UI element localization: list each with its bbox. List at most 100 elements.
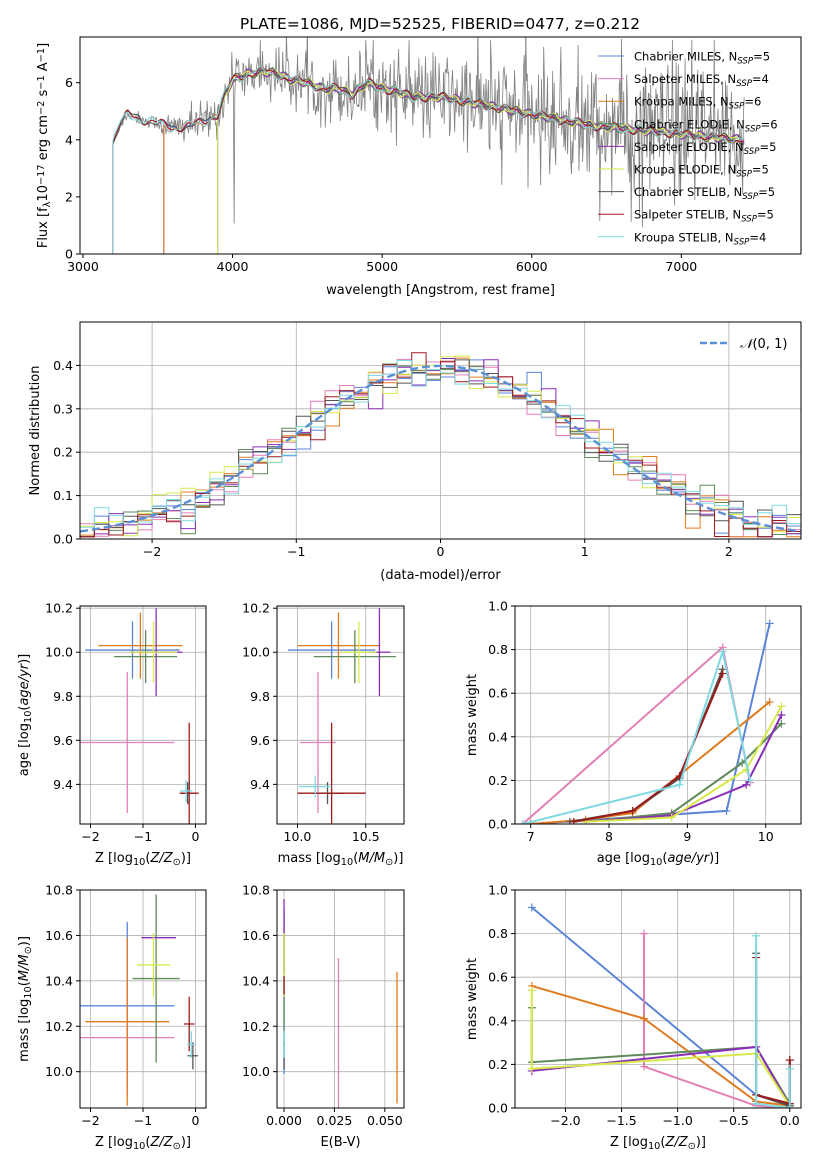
x-tick-label: 0: [192, 829, 200, 844]
x-tick-label: 0.025: [317, 1113, 353, 1128]
errorbar-kroupa-elodie: [129, 621, 178, 684]
model-spectrum-chabrier-stelib: [112, 67, 745, 254]
legend-label: Kroupa ELODIE, NSSP=5: [634, 163, 769, 180]
data-point-marker: [722, 806, 731, 815]
x-tick-label: 7000: [665, 259, 697, 274]
errorbar-kroupa-stelib: [298, 775, 332, 798]
errorbar-salpeter-miles: [80, 672, 175, 813]
y-tick-label: 0.8: [488, 642, 508, 657]
model-spectrum-salpeter-stelib: [112, 66, 745, 254]
errorbar-kroupa-stelib: [187, 1030, 196, 1059]
x-axis-label: wavelength [Angstrom, rest frame]: [326, 283, 555, 298]
series-line: [530, 623, 771, 824]
data-point-marker: [639, 929, 648, 938]
plot-area-weight_vs_Z: [527, 903, 794, 1108]
data-point-marker: [569, 817, 578, 824]
series-salpeter-miles: [518, 643, 755, 824]
y-tick-label: 10.2: [242, 1019, 270, 1034]
plot-area-spectrum: [112, 37, 745, 254]
series-line: [530, 1007, 791, 1105]
errorbar-kroupa-elodie: [136, 933, 171, 997]
errorbar-kroupa-miles: [297, 612, 380, 679]
spectrum-legend: Chabrier MILES, NSSP=5 Salpeter MILES, NS…: [598, 50, 778, 247]
errorbar-chabrier-elodie: [313, 630, 396, 684]
y-tick-label: 0.4: [53, 358, 73, 373]
errorbar-kroupa-miles: [98, 612, 183, 679]
y-tick-label: 0.3: [53, 401, 73, 416]
x-axis-label: age [log10(age/yr)]: [597, 851, 720, 868]
data-point-marker: [742, 765, 751, 774]
x-tick-label: 0.000: [266, 1113, 302, 1128]
y-tick-label: 10.2: [45, 1019, 73, 1034]
axes-age_vs_Z: −2 −1 0 9.4 9.6 9.8 10.0 10.2 Z [log10(Z/Z⊙)] age…: [17, 601, 207, 868]
x-tick-label: 0.0: [780, 1113, 800, 1128]
x-tick-label: −1: [287, 544, 305, 559]
data-point-marker: [785, 1056, 794, 1065]
data-point-marker: [667, 813, 676, 822]
plot-area-age_vs_Z: [80, 608, 199, 824]
x-tick-label: 4000: [217, 259, 249, 274]
y-tick-label: 10.0: [45, 645, 73, 660]
series-line: [530, 701, 771, 824]
data-point-marker: [777, 719, 786, 728]
data-point-marker: [785, 1064, 794, 1073]
series-kroupa-miles: [527, 981, 794, 1108]
errorbar-chabrier-stelib: [187, 1042, 199, 1070]
x-tick-label: 7: [527, 829, 535, 844]
x-tick-label: −1: [134, 1113, 152, 1128]
x-axis-label: Z [log10(Z/Z⊙)]: [95, 1135, 191, 1152]
plot-area-mass_vs_Z: [80, 894, 199, 1106]
y-tick-label: 2: [65, 189, 73, 204]
legend-label: Salpeter STELIB, NSSP=5: [634, 208, 774, 225]
series-salpeter-stelib: [569, 669, 727, 824]
y-tick-label: 0.0: [488, 817, 508, 832]
x-tick-label: −2: [81, 1113, 99, 1128]
x-axis-label: (data-model)/error: [380, 568, 501, 583]
data-point-marker: [742, 780, 751, 789]
legend-label: Chabrier STELIB, NSSP=5: [634, 185, 775, 202]
axes-spectrum: 3000 4000 5000 6000 7000 0 2 4 6 Chabrier MILES, …: [36, 36, 802, 298]
series-kroupa-elodie: [581, 702, 786, 824]
y-tick-label: 9.4: [250, 777, 270, 792]
legend-label: Salpeter ELODIE, NSSP=5: [634, 140, 776, 157]
y-tick-label: 10.4: [242, 973, 270, 988]
data-point-marker: [777, 711, 786, 719]
plot-area-residuals: [80, 352, 801, 539]
axes-frame: [276, 889, 405, 1109]
y-tick-label: 9.6: [53, 733, 73, 748]
series-line: [522, 647, 752, 824]
x-axis-label: Z [log10(Z/Z⊙)]: [610, 1135, 706, 1152]
y-tick-label: 10.8: [45, 883, 73, 898]
series-line: [643, 933, 790, 1108]
errorbar-chabrier-elodie: [132, 894, 180, 1063]
series-chabrier-miles: [527, 903, 794, 1108]
x-axis-label: Z [log10(Z/Z⊙)]: [95, 851, 191, 868]
x-tick-label: −1.0: [662, 1113, 692, 1128]
data-point-marker: [518, 820, 527, 824]
series-salpeter-stelib: [752, 953, 794, 1108]
series-line: [755, 957, 791, 1105]
histogram-kroupa-stelib: [80, 360, 801, 539]
series-chabrier-stelib: [752, 949, 794, 1108]
y-tick-label: 4: [65, 132, 73, 147]
axes-mass_vs_ebv: 0.000 0.025 0.050 10.0 10.2 10.4 10.6 10.8 E(B-V…: [242, 883, 405, 1150]
series-line: [755, 935, 791, 1108]
errorbar-kroupa-miles: [85, 937, 170, 1106]
axes-frame: [514, 605, 802, 825]
y-tick-label: 9.4: [53, 777, 73, 792]
errorbar-salpeter-stelib: [183, 996, 195, 1052]
y-tick-label: 0.2: [53, 445, 73, 460]
y-tick-label: 10.2: [242, 601, 270, 616]
x-axis-label: E(B-V): [320, 1135, 360, 1150]
y-tick-label: 0.8: [488, 926, 508, 941]
legend-entry-salpeter-stelib: Salpeter STELIB, NSSP=5: [634, 208, 774, 225]
legend-entry-kroupa-elodie: Kroupa ELODIE, NSSP=5: [634, 163, 769, 180]
errorbar-salpeter-miles: [300, 672, 336, 813]
y-axis-label: Normed distribution: [28, 366, 43, 496]
y-tick-label: 0.4: [488, 1013, 508, 1028]
model-spectrum-kroupa-stelib: [112, 66, 745, 254]
legend-label: Salpeter MILES, NSSP=4: [634, 72, 769, 89]
series-line: [530, 990, 791, 1107]
x-tick-label: 8: [605, 829, 613, 844]
data-point-marker: [752, 1099, 761, 1108]
